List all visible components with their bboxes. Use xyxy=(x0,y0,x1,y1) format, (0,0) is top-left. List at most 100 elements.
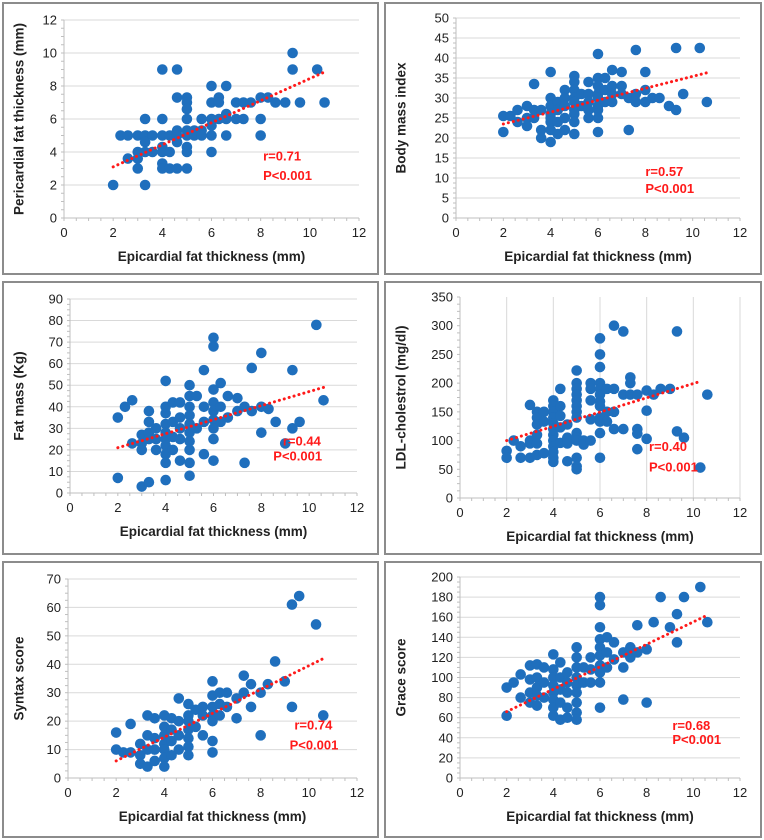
data-point xyxy=(207,676,218,687)
data-point xyxy=(562,712,573,723)
data-point xyxy=(671,426,683,437)
y-tick-label: 0 xyxy=(56,486,63,501)
data-point xyxy=(215,401,226,413)
x-tick-label: 6 xyxy=(594,225,601,240)
data-point xyxy=(606,80,618,92)
data-point xyxy=(171,163,183,174)
data-point xyxy=(122,130,134,141)
data-point xyxy=(149,744,160,755)
data-point xyxy=(206,80,217,92)
data-point xyxy=(287,47,298,59)
data-point xyxy=(538,447,550,459)
data-point xyxy=(160,457,171,469)
data-point xyxy=(159,761,170,772)
data-point xyxy=(294,416,305,428)
data-point xyxy=(245,701,257,713)
data-point xyxy=(562,455,573,467)
data-point xyxy=(139,136,151,148)
data-point xyxy=(125,718,136,730)
x-tick-label: 12 xyxy=(733,785,747,800)
data-point xyxy=(618,662,629,673)
data-point xyxy=(515,669,526,680)
data-point xyxy=(664,621,676,633)
x-tick-label: 8 xyxy=(257,225,264,240)
data-point xyxy=(142,761,153,772)
data-point xyxy=(594,361,606,373)
data-point xyxy=(150,444,162,456)
x-tick-label: 2 xyxy=(113,785,120,800)
data-point xyxy=(608,637,620,648)
data-point xyxy=(555,657,566,668)
y-tick-label: 100 xyxy=(431,670,453,685)
data-point xyxy=(164,146,176,158)
x-tick-label: 10 xyxy=(302,500,316,515)
y-tick-label: 10 xyxy=(435,171,449,186)
data-point xyxy=(317,710,329,721)
data-point xyxy=(608,423,620,435)
data-point xyxy=(641,405,652,417)
y-tick-label: 0 xyxy=(442,211,449,226)
trend-line xyxy=(114,657,325,763)
data-point xyxy=(160,407,171,419)
data-point xyxy=(143,416,155,428)
data-point xyxy=(559,100,571,112)
data-point xyxy=(498,126,509,138)
scatter-chart-syntax: 0 2 4 6 8 10 12 0 10 20 30 40 50 60 70 Epicardial fat t… xyxy=(12,572,365,825)
y-tick-label: 30 xyxy=(47,685,61,700)
data-point xyxy=(594,621,606,633)
data-point xyxy=(678,432,690,443)
x-tick-label: 2 xyxy=(503,505,510,520)
data-point xyxy=(287,364,298,376)
data-point xyxy=(585,435,596,446)
y-tick-label: 20 xyxy=(439,750,453,765)
data-point xyxy=(501,710,512,721)
data-point xyxy=(630,96,642,108)
x-tick-label: 12 xyxy=(352,225,366,240)
data-point xyxy=(183,732,194,744)
data-point xyxy=(632,443,643,455)
data-point xyxy=(583,76,594,88)
x-tick-label: 2 xyxy=(503,785,510,800)
y-tick-label: 100 xyxy=(431,433,453,448)
data-point xyxy=(143,476,155,488)
data-point xyxy=(173,744,185,755)
data-point xyxy=(136,444,148,456)
data-point xyxy=(528,78,540,90)
y-tick-label: 60 xyxy=(49,356,63,371)
data-point xyxy=(524,399,536,411)
x-tick-label: 8 xyxy=(642,225,649,240)
y-axis-title: Body mass index xyxy=(394,62,409,174)
y-tick-label: 70 xyxy=(47,572,61,587)
data-point xyxy=(207,735,218,747)
data-point xyxy=(640,66,651,78)
data-point xyxy=(181,163,193,174)
data-point xyxy=(222,390,234,402)
data-point xyxy=(149,732,160,744)
data-point xyxy=(571,365,582,376)
data-point xyxy=(174,433,186,445)
data-point xyxy=(695,462,706,473)
x-axis-title: Epicardial fat thickness (mm) xyxy=(506,529,694,544)
y-tick-label: 10 xyxy=(49,464,63,479)
data-point xyxy=(208,341,219,352)
data-point xyxy=(255,113,266,125)
data-point xyxy=(147,130,158,141)
data-point xyxy=(191,423,203,434)
correlation-label: r=0.57 xyxy=(645,164,683,179)
data-point xyxy=(670,42,682,54)
data-point xyxy=(531,438,543,449)
data-point xyxy=(173,693,185,704)
data-point xyxy=(583,112,594,124)
data-point xyxy=(562,667,573,678)
data-point xyxy=(197,730,209,741)
y-axis-title: Fat mass (Kg) xyxy=(12,351,27,440)
y-tick-label: 35 xyxy=(435,71,449,86)
x-tick-label: 10 xyxy=(685,225,699,240)
x-tick-label: 10 xyxy=(302,785,316,800)
data-point xyxy=(583,88,594,100)
data-point xyxy=(671,326,683,337)
data-point xyxy=(279,438,291,449)
y-tick-label: 50 xyxy=(49,378,63,393)
data-point xyxy=(608,654,620,665)
data-point xyxy=(569,108,580,120)
